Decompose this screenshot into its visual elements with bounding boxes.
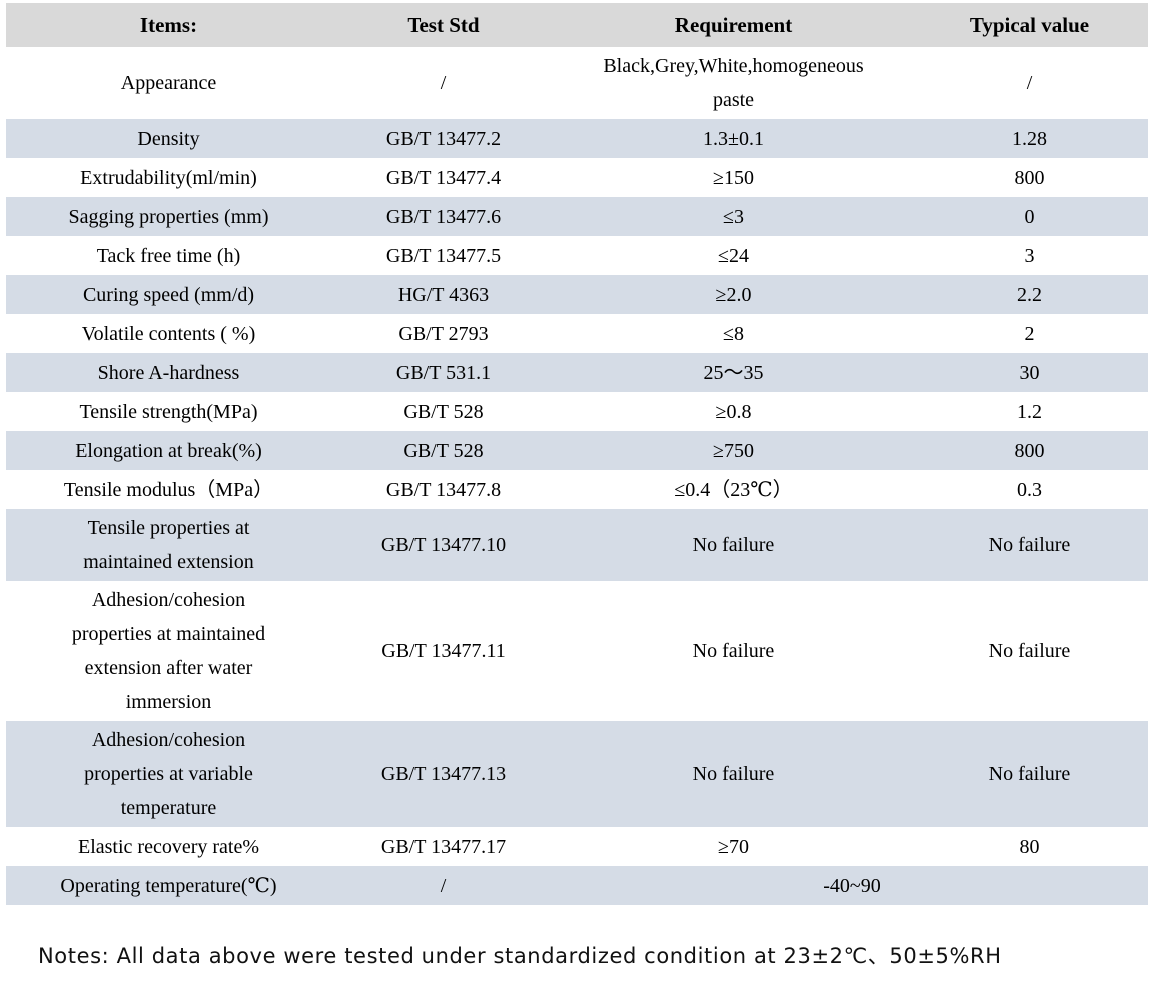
req-cell: ≥70 <box>718 835 749 858</box>
req-cell: ≥0.8 <box>715 400 752 423</box>
table-body: Appearance / Black,Grey,White,homogeneous … <box>6 47 1148 905</box>
table-row: Appearance / Black,Grey,White,homogeneous … <box>6 47 1148 119</box>
item-cell: Operating temperature(℃) <box>60 874 277 897</box>
header-requirement: Requirement <box>556 3 911 47</box>
typ-cell: / <box>1026 72 1033 94</box>
std-cell: GB/T 528 <box>403 400 484 423</box>
std-cell: HG/T 4363 <box>397 283 490 306</box>
item-cell: Density <box>137 127 200 150</box>
table-header-row: Items: Test Std Requirement Typical valu… <box>6 3 1148 47</box>
header-test-std: Test Std <box>331 3 556 47</box>
typ-cell: 1.28 <box>1012 127 1047 150</box>
std-cell: GB/T 13477.4 <box>385 166 502 189</box>
typ-cell: 0 <box>1024 205 1035 228</box>
req-cell: 1.3±0.1 <box>703 127 764 150</box>
req-cell: ≥2.0 <box>715 283 752 306</box>
item-cell: Appearance <box>120 72 217 94</box>
item-cell: Tack free time (h) <box>96 244 241 267</box>
typ-cell: 30 <box>1019 361 1040 384</box>
item-cell: Tensile modulus（MPa） <box>63 478 274 501</box>
item-cell: Extrudability(ml/min) <box>80 166 257 189</box>
std-cell: GB/T 13477.2 <box>385 127 502 150</box>
header-typical-value: Typical value <box>911 3 1148 47</box>
table-row: Tensile properties at maintained extensi… <box>6 509 1148 581</box>
req-cell: ≥750 <box>713 439 754 462</box>
req-cell: 25～35 <box>703 361 764 384</box>
table-row: Tack free time (h) GB/T 13477.5 ≤24 3 <box>6 236 1148 275</box>
std-cell: GB/T 13477.11 <box>381 640 506 662</box>
typ-cell: 3 <box>1024 244 1035 267</box>
table-row: Operating temperature(℃) / -40~90 <box>6 866 1148 905</box>
spec-table: Items: Test Std Requirement Typical valu… <box>6 3 1148 905</box>
table-row: Shore A-hardness GB/T 531.1 25～35 30 <box>6 353 1148 392</box>
typ-cell: No failure <box>988 534 1071 556</box>
std-cell: GB/T 13477.13 <box>380 763 507 785</box>
table-row: Curing speed (mm/d) HG/T 4363 ≥2.0 2.2 <box>6 275 1148 314</box>
header-items: Items: <box>6 3 331 47</box>
typ-cell: 1.2 <box>1017 400 1042 423</box>
std-cell: GB/T 531.1 <box>395 361 492 384</box>
req-cell: ≥150 <box>713 166 754 189</box>
req-cell: ≤3 <box>723 205 744 228</box>
table-row: Elongation at break(%) GB/T 528 ≥750 800 <box>6 431 1148 470</box>
std-cell: / <box>440 874 447 897</box>
std-cell: GB/T 13477.5 <box>385 244 502 267</box>
typ-cell: 0.3 <box>1017 478 1042 501</box>
item-cell: Tensile strength(MPa) <box>79 400 258 423</box>
item-cell: Curing speed (mm/d) <box>82 283 255 306</box>
std-cell: GB/T 13477.10 <box>380 534 507 556</box>
typ-cell: 800 <box>1014 439 1045 462</box>
table-row: Volatile contents ( %) GB/T 2793 ≤8 2 <box>6 314 1148 353</box>
item-cell: Shore A-hardness <box>97 361 240 384</box>
typ-cell: 800 <box>1014 166 1045 189</box>
spec-sheet: Items: Test Std Requirement Typical valu… <box>6 3 1148 905</box>
table-row: Adhesion/cohesion properties at maintain… <box>6 581 1148 721</box>
req-cell: No failure <box>692 534 775 556</box>
std-cell: GB/T 528 <box>403 439 484 462</box>
std-cell: GB/T 13477.6 <box>385 205 502 228</box>
std-cell: GB/T 13477.8 <box>385 478 502 501</box>
item-cell: Tensile properties at maintained extensi… <box>83 517 254 573</box>
table-row: Sagging properties (mm) GB/T 13477.6 ≤3 0 <box>6 197 1148 236</box>
table-row: Density GB/T 13477.2 1.3±0.1 1.28 <box>6 119 1148 158</box>
item-cell: Adhesion/cohesion properties at maintain… <box>71 589 266 713</box>
std-cell: GB/T 2793 <box>398 322 489 345</box>
item-cell: Elongation at break(%) <box>75 439 262 462</box>
req-cell: No failure <box>692 640 775 662</box>
std-cell: GB/T 13477.17 <box>380 835 507 858</box>
typ-cell: No failure <box>988 763 1071 785</box>
typ-cell: 2 <box>1024 322 1035 345</box>
typ-cell: 2.2 <box>1017 283 1042 306</box>
req-cell: ≤0.4（23℃） <box>674 478 793 501</box>
std-cell: / <box>440 72 447 94</box>
req-cell: Black,Grey,White,homogeneous paste <box>603 55 864 111</box>
table-row: Adhesion/cohesion properties at variable… <box>6 721 1148 827</box>
item-cell: Elastic recovery rate% <box>77 835 259 858</box>
item-cell: Volatile contents ( %) <box>81 322 256 345</box>
req-span-cell: -40~90 <box>823 874 881 897</box>
table-row: Tensile modulus（MPa） GB/T 13477.8 ≤0.4（23℃… <box>6 470 1148 509</box>
table-row: Extrudability(ml/min) GB/T 13477.4 ≥150 800 <box>6 158 1148 197</box>
typ-cell: 80 <box>1019 835 1040 858</box>
typ-cell: No failure <box>988 640 1071 662</box>
notes-text: Notes: All data above were tested under … <box>38 944 1002 968</box>
table-row: Elastic recovery rate% GB/T 13477.17 ≥70 80 <box>6 827 1148 866</box>
item-cell: Sagging properties (mm) <box>68 205 269 228</box>
item-cell: Adhesion/cohesion properties at variable… <box>84 729 253 819</box>
req-cell: ≤24 <box>718 244 749 267</box>
req-cell: No failure <box>692 763 775 785</box>
table-row: Tensile strength(MPa) GB/T 528 ≥0.8 1.2 <box>6 392 1148 431</box>
req-cell: ≤8 <box>723 322 744 345</box>
